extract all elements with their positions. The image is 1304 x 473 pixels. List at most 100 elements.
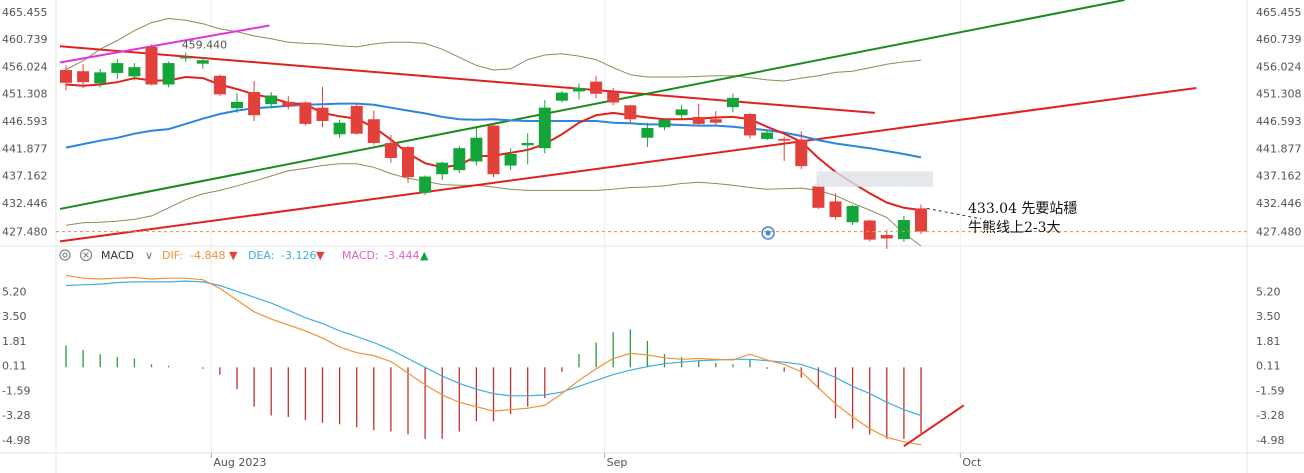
candle[interactable] <box>624 104 637 124</box>
price-marker <box>56 171 1247 233</box>
indicator-name[interactable]: MACD <box>101 249 134 262</box>
candle-body <box>726 97 739 108</box>
candle-body <box>487 125 500 175</box>
candle[interactable] <box>658 118 671 131</box>
candle[interactable] <box>487 123 500 178</box>
candle-body <box>709 119 722 123</box>
candle-body <box>880 235 893 239</box>
price-tick-label: 437.162 <box>1256 170 1302 183</box>
candle[interactable] <box>915 204 927 234</box>
candle-body <box>641 127 654 138</box>
price-tick-label: 446.593 <box>1256 115 1302 128</box>
candle-body <box>521 142 534 146</box>
candle-body <box>179 57 192 59</box>
candle[interactable] <box>282 96 295 110</box>
candle[interactable] <box>726 93 739 113</box>
candle[interactable] <box>607 87 620 106</box>
candle-body <box>453 148 466 171</box>
macd-histogram <box>65 329 922 439</box>
candle-body <box>111 63 124 73</box>
candle-body <box>350 105 363 134</box>
candle[interactable] <box>863 219 876 242</box>
trend-line[interactable] <box>59 0 1125 210</box>
candle[interactable] <box>94 68 107 88</box>
trend-line[interactable] <box>59 86 1197 243</box>
trend-line[interactable] <box>59 24 270 64</box>
candle[interactable] <box>145 44 158 86</box>
candle[interactable] <box>897 215 910 242</box>
target-dot <box>765 230 771 236</box>
candle-body <box>812 186 825 208</box>
price-tick-label: 437.162 <box>2 170 48 183</box>
candle[interactable] <box>179 52 192 62</box>
candle-body <box>419 176 432 193</box>
candle[interactable] <box>778 136 791 161</box>
settings-icon[interactable] <box>59 249 71 261</box>
candle[interactable] <box>436 161 449 181</box>
close-icon[interactable] <box>79 248 93 262</box>
price-tick-label: 432.446 <box>2 197 48 210</box>
trend-line[interactable] <box>59 45 875 114</box>
candle[interactable] <box>880 229 893 249</box>
price-tick-label: 460.739 <box>2 33 48 46</box>
candle[interactable] <box>453 145 466 174</box>
candle[interactable] <box>504 148 517 171</box>
candle[interactable] <box>709 111 722 126</box>
candle[interactable] <box>846 204 859 226</box>
candle-body <box>333 122 346 135</box>
candle[interactable] <box>538 100 551 154</box>
candle-body <box>624 105 637 120</box>
price-tick-label: 427.480 <box>2 226 48 239</box>
candle[interactable] <box>384 134 397 163</box>
candle[interactable] <box>573 83 585 100</box>
candle[interactable] <box>590 75 603 99</box>
macd-tick-label: 0.11 <box>1256 360 1281 373</box>
macd-tick-label: 3.50 <box>2 310 27 323</box>
candle[interactable] <box>162 61 175 88</box>
candle[interactable] <box>316 86 329 128</box>
candle-body <box>761 132 774 139</box>
candle[interactable] <box>248 81 261 121</box>
candle-body <box>248 92 261 116</box>
candle[interactable] <box>744 112 756 139</box>
candle[interactable] <box>419 175 432 196</box>
candle[interactable] <box>675 104 688 119</box>
candle[interactable] <box>213 74 226 97</box>
candle[interactable] <box>265 92 278 109</box>
candle[interactable] <box>231 93 243 113</box>
candle[interactable] <box>761 130 774 141</box>
candle[interactable] <box>333 119 346 138</box>
candle[interactable] <box>77 64 90 88</box>
target-icon[interactable] <box>761 226 775 240</box>
candle[interactable] <box>350 103 363 135</box>
candle-body <box>231 101 243 109</box>
price-tick-label: 456.024 <box>1256 60 1302 73</box>
candle[interactable] <box>795 131 808 170</box>
candle[interactable] <box>196 57 209 69</box>
candle[interactable] <box>60 65 72 91</box>
candle-body <box>538 107 551 149</box>
candle[interactable] <box>367 110 380 145</box>
candle[interactable] <box>521 133 534 165</box>
candle[interactable] <box>299 101 312 126</box>
candle[interactable] <box>812 182 825 209</box>
macd-trend-line[interactable] <box>903 404 965 447</box>
candle[interactable] <box>402 145 414 183</box>
candle-body <box>94 72 107 84</box>
candle-body <box>573 87 585 92</box>
candle[interactable] <box>692 103 705 126</box>
candle[interactable] <box>470 126 483 166</box>
indicator-toolbar: MACD ∨ DIF: -4.848 ▼ DEA: -3.126 ▼ MACD:… <box>59 248 429 262</box>
sma-value-label: 459.440 <box>182 39 228 52</box>
price-tick-label: 465.455 <box>1256 6 1302 19</box>
candle[interactable] <box>641 122 654 148</box>
macd-label: MACD: <box>342 249 379 262</box>
price-tick-label: 451.308 <box>2 88 48 101</box>
candle[interactable] <box>111 59 124 79</box>
candle-body <box>504 153 517 166</box>
chevron-down-icon[interactable]: ∨ <box>145 249 153 262</box>
candle[interactable] <box>829 193 842 220</box>
candle[interactable] <box>555 90 568 103</box>
candle[interactable] <box>128 63 141 81</box>
